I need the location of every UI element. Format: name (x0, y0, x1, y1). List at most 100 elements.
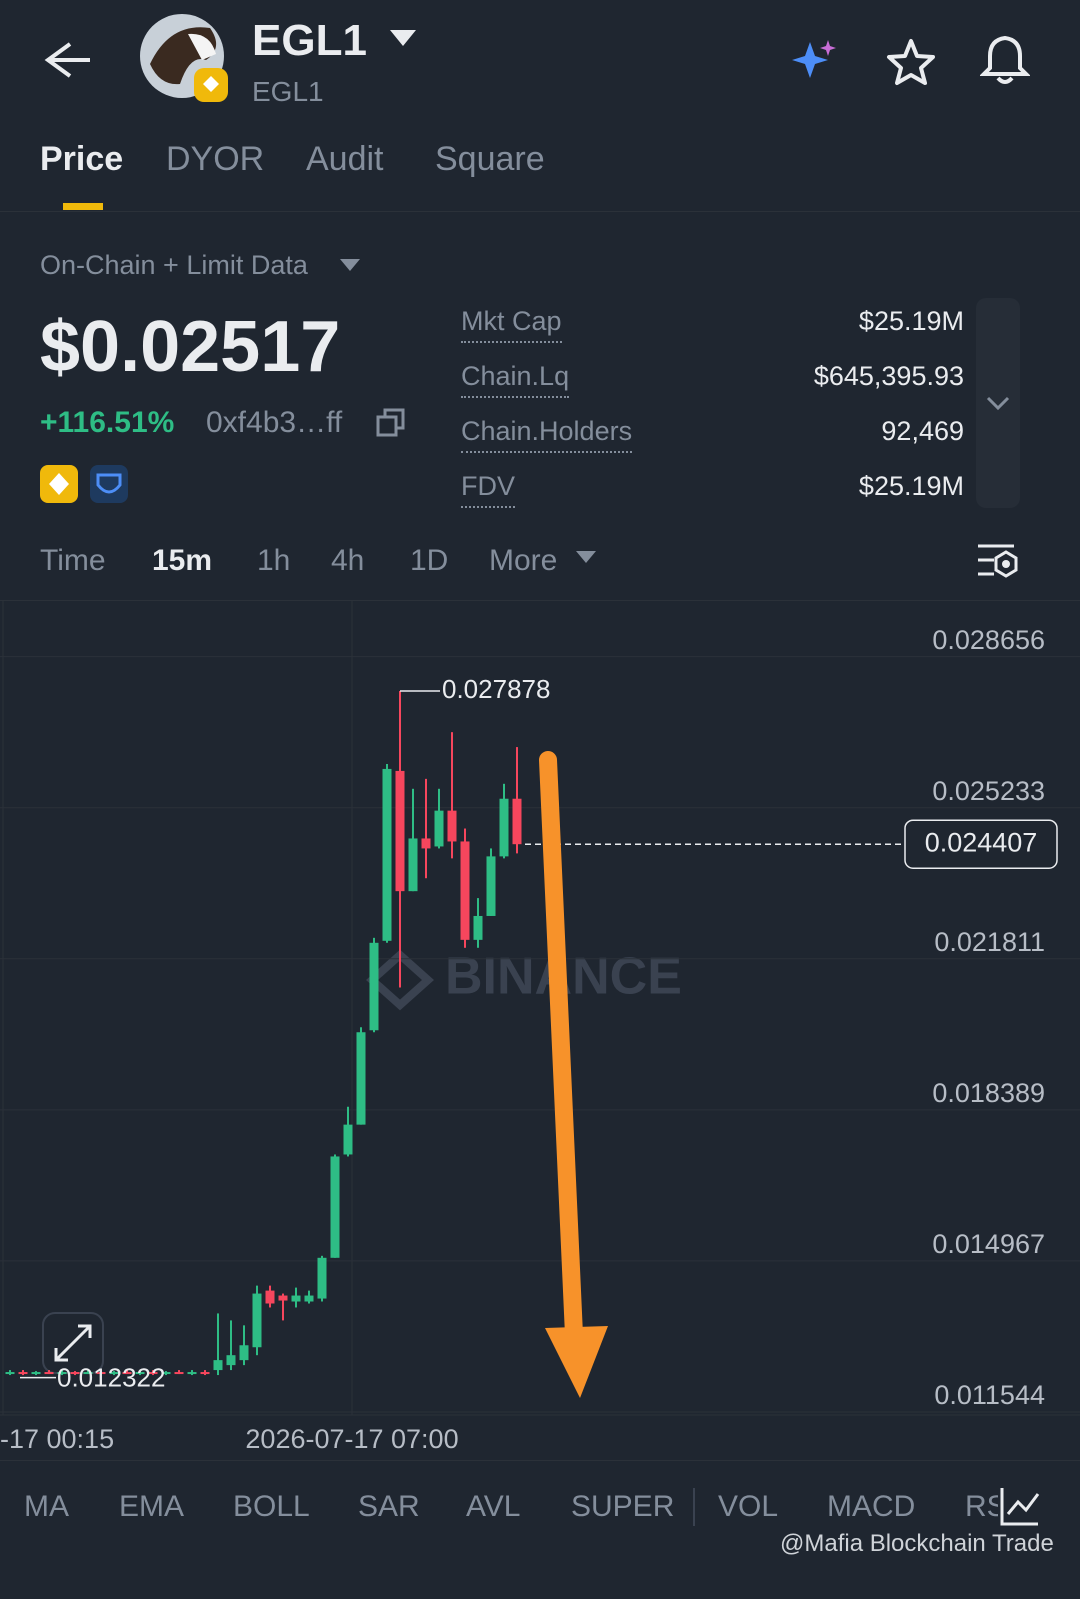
candle-body (278, 1295, 288, 1301)
data-source[interactable]: On-Chain + Limit Data (40, 250, 308, 280)
candle-body (96, 1372, 106, 1375)
y-tick-label: 0.021811 (934, 927, 1045, 957)
x-tick-label: 2026-07-17 07:00 (245, 1424, 458, 1454)
low-label: 0.012322 (57, 1363, 165, 1393)
indicator[interactable]: SUPER (571, 1490, 675, 1523)
y-tick-label: 0.018389 (932, 1078, 1045, 1108)
tab[interactable]: Price (40, 140, 124, 178)
stat-value: $645,395.93 (813, 361, 964, 391)
indicator[interactable]: VOL (718, 1490, 779, 1523)
tab-indicator (63, 203, 103, 210)
y-tick-label: 0.014967 (932, 1229, 1045, 1259)
badges (40, 465, 128, 503)
favorite-button[interactable] (886, 38, 936, 86)
back-button[interactable] (40, 38, 96, 82)
tab[interactable]: Audit (306, 140, 384, 178)
candlestick-chart: BINANCE -17 00:15 2026-07-17 07:00 0.028… (0, 600, 1080, 1454)
candle-body (161, 1372, 171, 1375)
candle-body (356, 1032, 366, 1125)
candle-body (421, 838, 431, 849)
timeframe[interactable]: 1D (410, 544, 449, 577)
candle-body (252, 1293, 262, 1348)
candle-body (135, 1372, 145, 1375)
x-tick-label: -17 00:15 (0, 1424, 114, 1454)
candle-body (83, 1372, 93, 1375)
indicator[interactable]: MA (24, 1490, 69, 1523)
token-subtitle: EGL1 (252, 76, 324, 107)
divider (0, 211, 1080, 212)
candle-body (174, 1372, 184, 1375)
timeframe[interactable]: Time (40, 544, 106, 577)
candle-body (5, 1372, 15, 1375)
candle-body (304, 1295, 314, 1302)
candle-body (343, 1124, 353, 1155)
candle-body (486, 856, 496, 916)
stat-value: $25.19M (858, 471, 964, 501)
more-dropdown[interactable] (576, 551, 596, 565)
y-tick-label: 0.011544 (934, 1380, 1045, 1410)
last-price-label: 0.024407 (925, 827, 1038, 857)
candle-body (109, 1372, 119, 1375)
alert-button[interactable] (980, 34, 1030, 86)
candle-body (200, 1372, 210, 1375)
annotation-arrowhead (545, 1326, 608, 1398)
timeframe[interactable]: More (489, 544, 558, 577)
y-tick-label: 0.028656 (932, 625, 1045, 655)
stat-value: $25.19M (858, 306, 964, 336)
annotation-arrow (539, 751, 583, 1344)
stat-value: 92,469 (881, 416, 964, 446)
candle-body (70, 1372, 80, 1375)
tab[interactable]: Square (435, 140, 545, 178)
candle-body (395, 770, 405, 892)
candle-body (434, 810, 444, 847)
indicator[interactable]: BOLL (233, 1490, 310, 1523)
candle-body (408, 838, 418, 892)
y-tick-label: 0.025233 (932, 776, 1045, 806)
candle-body (460, 841, 470, 940)
symbol-dropdown[interactable] (390, 30, 416, 48)
candle-body (512, 798, 522, 845)
last-price-box (904, 819, 1058, 869)
candle-body (291, 1295, 301, 1302)
expand-stats[interactable] (976, 298, 1020, 508)
candle-body (369, 942, 379, 1031)
credit-watermark: @Mafia Blockchain Trade (780, 1530, 1054, 1557)
stat-label[interactable]: Chain.Holders (461, 416, 633, 453)
candle-body (382, 768, 392, 941)
timeframe[interactable]: 4h (331, 544, 365, 577)
indicator[interactable]: MACD (827, 1490, 916, 1523)
expand-chart-button[interactable] (42, 1312, 104, 1374)
copy-button[interactable] (376, 408, 406, 438)
stat-label[interactable]: Mkt Cap (461, 306, 562, 343)
price-change: +116.51% (40, 406, 175, 439)
token-symbol[interactable]: EGL1 (252, 16, 367, 65)
high-label: 0.027878 (442, 674, 550, 704)
chart-settings[interactable] (976, 542, 1018, 582)
source-dropdown[interactable] (340, 259, 360, 273)
candle-body (18, 1372, 28, 1375)
indicator[interactable]: EMA (119, 1490, 185, 1523)
candle-body (122, 1372, 132, 1375)
candle-body (213, 1360, 223, 1371)
separator (693, 1488, 695, 1526)
indicator[interactable]: AVL (466, 1490, 521, 1523)
stat-label[interactable]: FDV (461, 471, 515, 508)
stat-label[interactable]: Chain.Lq (461, 361, 570, 398)
candle-body (330, 1156, 340, 1258)
watermark-logo (365, 949, 435, 1011)
ai-button[interactable] (790, 38, 842, 82)
candle-body (499, 798, 509, 857)
candle-body (44, 1372, 54, 1375)
candle-body (473, 915, 483, 940)
candle-body (447, 810, 457, 842)
indicator[interactable]: SAR (358, 1490, 420, 1523)
candle-body (31, 1372, 41, 1375)
candle-body (265, 1290, 275, 1304)
timeframe[interactable]: 15m (152, 544, 213, 577)
candle-body (239, 1345, 249, 1361)
indicator-settings[interactable] (998, 1484, 1042, 1528)
timeframe[interactable]: 1h (257, 544, 291, 577)
candle-body (187, 1372, 197, 1375)
tab[interactable]: DYOR (166, 140, 265, 178)
